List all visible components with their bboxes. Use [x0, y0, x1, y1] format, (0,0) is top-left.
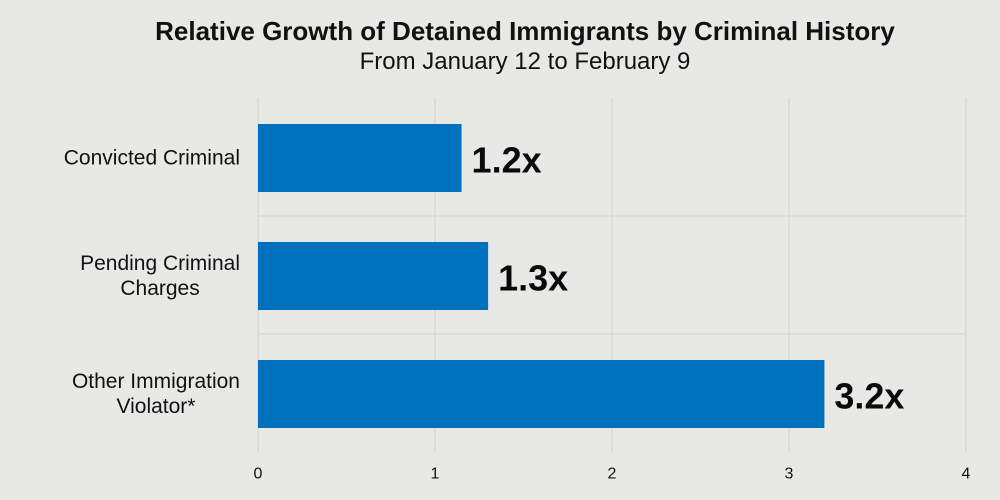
x-tick-label: 4 [962, 466, 971, 483]
bar [258, 242, 489, 310]
x-tick-label: 0 [254, 466, 263, 483]
category-label: Charges [120, 277, 199, 300]
bar [258, 124, 462, 192]
category-label: Other Immigration [72, 370, 240, 393]
category-label: Convicted Criminal [64, 147, 240, 170]
category-label: Violator* [116, 395, 195, 418]
chart-title: Relative Growth of Detained Immigrants b… [155, 16, 895, 46]
data-label: 3.2x [834, 376, 904, 417]
bar [258, 360, 825, 428]
data-label: 1.3x [498, 258, 568, 299]
x-tick-label: 2 [608, 466, 617, 483]
x-tick-label: 1 [431, 466, 440, 483]
category-label: Pending Criminal [80, 252, 240, 275]
x-tick-label: 3 [785, 466, 794, 483]
data-label: 1.2x [472, 140, 542, 181]
chart-subtitle: From January 12 to February 9 [359, 48, 691, 75]
